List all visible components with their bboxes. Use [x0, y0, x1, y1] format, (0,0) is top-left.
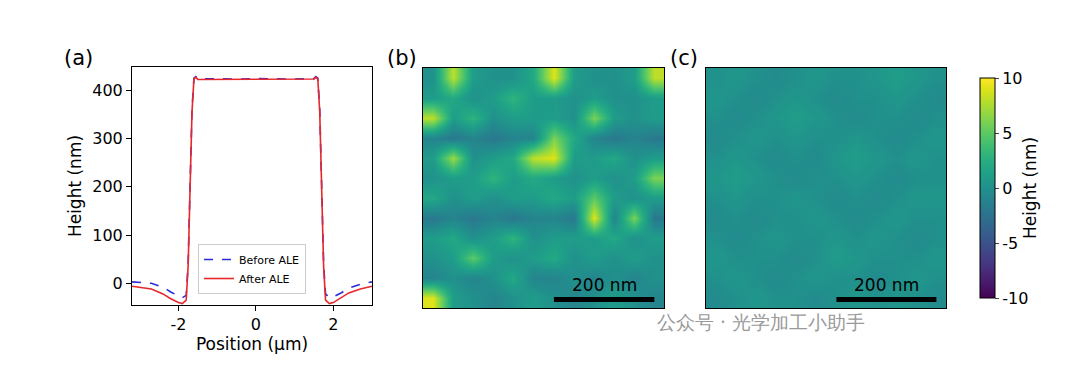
svg-text:5: 5: [1002, 124, 1012, 143]
svg-text:-2: -2: [170, 315, 186, 334]
svg-text:100: 100: [92, 226, 123, 245]
svg-text:-10: -10: [1002, 289, 1028, 308]
svg-text:2: 2: [328, 315, 338, 334]
svg-text:Height (nm): Height (nm): [65, 135, 85, 237]
svg-text:After ALE: After ALE: [239, 273, 290, 286]
svg-text:公众号 · 光学加工小助手: 公众号 · 光学加工小助手: [657, 311, 865, 333]
svg-text:Before ALE: Before ALE: [239, 254, 299, 267]
svg-text:(b): (b): [387, 46, 417, 70]
svg-text:200 nm: 200 nm: [854, 275, 919, 295]
svg-text:400: 400: [92, 81, 123, 100]
svg-text:(a): (a): [64, 46, 93, 70]
svg-text:0: 0: [1002, 179, 1012, 198]
svg-text:0: 0: [113, 274, 123, 293]
svg-text:200 nm: 200 nm: [572, 275, 637, 295]
svg-text:0: 0: [251, 315, 261, 334]
svg-text:-5: -5: [1002, 234, 1018, 253]
svg-text:10: 10: [1002, 69, 1022, 88]
svg-text:200: 200: [92, 177, 123, 196]
svg-text:300: 300: [92, 129, 123, 148]
svg-text:Position (μm): Position (μm): [196, 334, 308, 354]
svg-text:(c): (c): [670, 46, 698, 70]
svg-text:Height (nm): Height (nm): [1020, 137, 1040, 239]
